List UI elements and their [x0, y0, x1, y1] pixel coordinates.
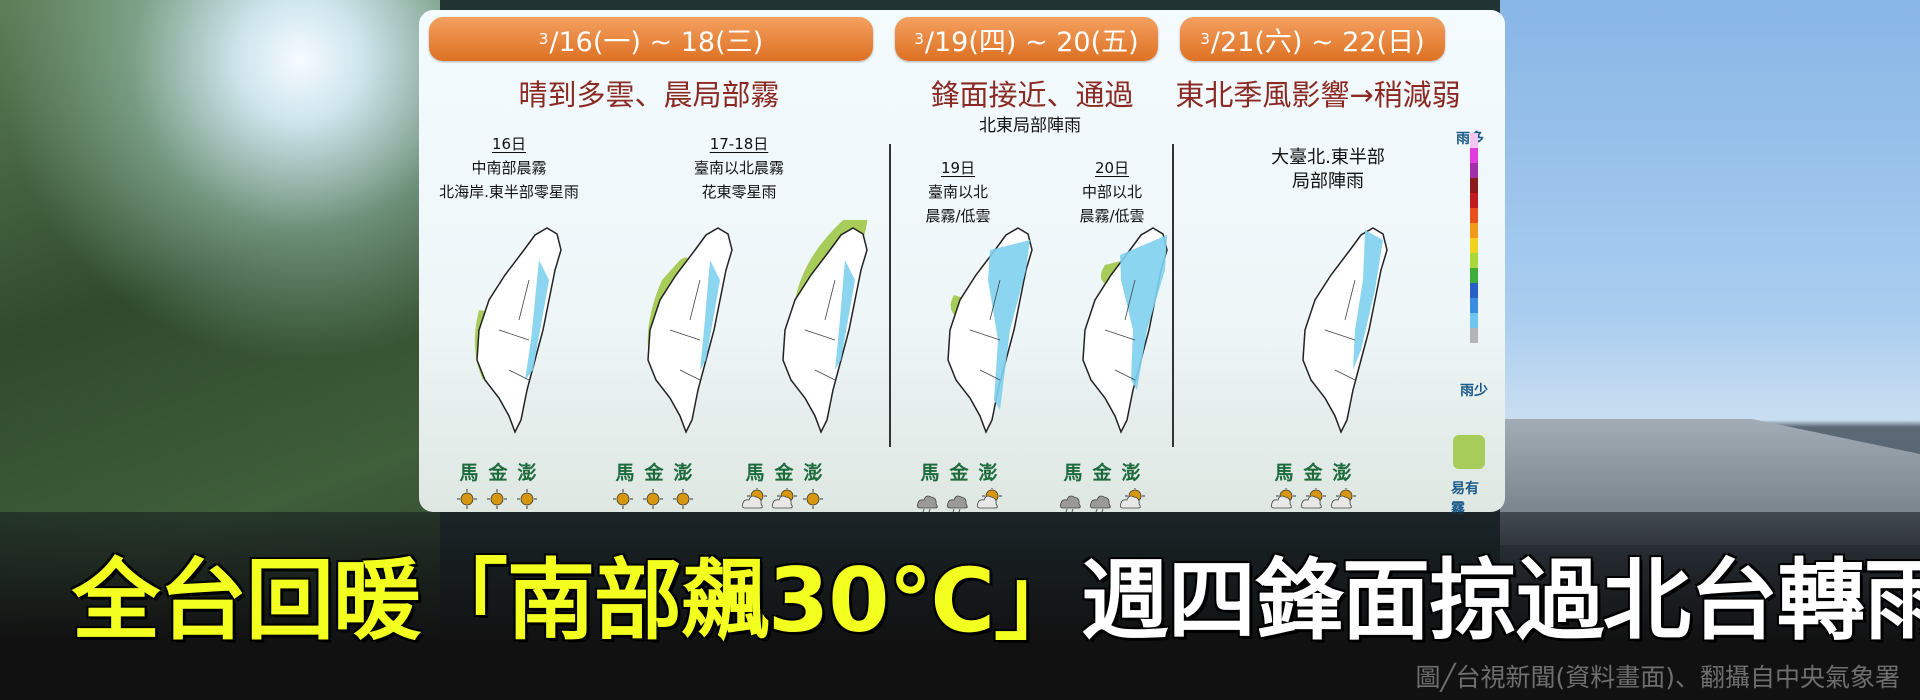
taiwan-map	[1290, 220, 1400, 440]
day-note-19: 19日臺南以北晨霧/低雲	[925, 156, 990, 228]
period-label: /16(一) ~ 18(三)	[549, 26, 764, 58]
islands-label: 馬金澎	[920, 462, 1008, 484]
taiwan-map	[1070, 220, 1180, 440]
taiwan-map	[464, 220, 574, 440]
legend-color-step	[1470, 328, 1478, 343]
islands-label: 馬金澎	[1063, 462, 1151, 484]
partly-cloudy-icon	[976, 486, 1002, 517]
sunny-icon	[515, 488, 541, 517]
sunny-icon	[485, 488, 511, 517]
partly-cloudy-icon	[1119, 486, 1145, 517]
column-divider	[889, 144, 891, 447]
islands-label: 馬金澎	[615, 462, 703, 484]
rain-legend-bar	[1470, 133, 1478, 343]
legend-color-step	[1470, 223, 1478, 238]
image-credit: 圖╱台視新聞(資料畫面)、翻攝自中央氣象署	[1415, 663, 1900, 692]
island-weather-icons	[1059, 486, 1145, 517]
sunny-icon	[611, 488, 637, 517]
partly-cloudy-icon	[1270, 486, 1296, 517]
rain-cloud-icon	[916, 488, 942, 517]
legend-color-step	[1470, 148, 1478, 163]
taiwan-map	[635, 220, 745, 440]
island-weather-icons	[741, 486, 827, 517]
legend-color-step	[1470, 178, 1478, 193]
headline: 全台回暖「南部飆30℃」週四鋒面掠過北台轉雨	[72, 530, 1920, 657]
day-label: 20日	[1094, 159, 1130, 177]
rain-cloud-icon	[1059, 488, 1085, 517]
legend-color-step	[1470, 208, 1478, 223]
note-line: 花東零星雨	[701, 183, 777, 201]
note-line: 臺南以北	[927, 183, 988, 201]
legend-color-step	[1470, 313, 1478, 328]
day-label: 17-18日	[709, 135, 769, 153]
partly-cloudy-icon	[1330, 486, 1356, 517]
island-weather-icons	[611, 488, 697, 517]
legend-color-step	[1470, 298, 1478, 313]
legend-color-step	[1470, 238, 1478, 253]
islands-label: 馬金澎	[745, 462, 833, 484]
period-summary-2: 鋒面接近、通過	[930, 78, 1134, 112]
note-line: 大臺北.東半部	[1271, 147, 1385, 168]
headline-rest: 週四鋒面掠過北台轉雨	[1081, 549, 1920, 652]
legend-color-step	[1470, 253, 1478, 268]
sunny-icon	[801, 488, 827, 517]
weather-forecast-panel: 3/16(一) ~ 18(三) 3/19(四) ~ 20(五) 3/21(六) …	[419, 10, 1505, 517]
region-note: 北東局部陣雨	[979, 116, 1081, 136]
legend-color-step	[1470, 133, 1478, 148]
column-divider	[1172, 144, 1174, 447]
legend-color-step	[1470, 283, 1478, 298]
partly-cloudy-icon	[741, 486, 767, 517]
month: 3	[538, 30, 549, 48]
headline-highlight: 全台回暖「南部飆30℃」	[72, 549, 1082, 652]
day-label: 16日	[491, 135, 527, 153]
taiwan-map	[935, 220, 1045, 440]
note-line: 晨霧/低雲	[1079, 207, 1145, 225]
day-note-20: 20日中部以北晨霧/低雲	[1079, 156, 1144, 228]
period-label: /21(六) ~ 22(日)	[1210, 26, 1425, 58]
period-summary-3: 東北季風影響→稍減弱	[1175, 78, 1461, 112]
legend-less-rain: 雨少	[1460, 383, 1488, 399]
day-note-21-22: 大臺北.東半部 局部陣雨	[1271, 146, 1385, 194]
note-line: 北海岸.東半部零星雨	[439, 183, 579, 201]
day-note-17-18: 17-18日 臺南以北晨霧 花東零星雨	[694, 132, 784, 204]
taiwan-map	[770, 208, 880, 440]
note-line: 晨霧/低雲	[925, 207, 991, 225]
sunny-icon	[455, 488, 481, 517]
period-header-2: 3/19(四) ~ 20(五)	[895, 17, 1158, 61]
rain-cloud-icon	[946, 488, 972, 517]
rain-cloud-icon	[1089, 488, 1115, 517]
islands-label: 馬金澎	[1274, 462, 1362, 484]
period-summary-1: 晴到多雲、晨局部霧	[518, 78, 780, 112]
partly-cloudy-icon	[771, 486, 797, 517]
period-header-3: 3/21(六) ~ 22(日)	[1180, 17, 1445, 61]
note-line: 局部陣雨	[1291, 171, 1364, 192]
legend-color-step	[1470, 193, 1478, 208]
day-label: 19日	[940, 159, 976, 177]
month: 3	[914, 30, 924, 48]
headline-banner	[0, 512, 1920, 700]
legend-color-step	[1470, 268, 1478, 283]
period-label: /19(四) ~ 20(五)	[924, 26, 1139, 58]
island-weather-icons	[1270, 486, 1356, 517]
island-weather-icons	[916, 486, 1002, 517]
partly-cloudy-icon	[1300, 486, 1326, 517]
day-note-16: 16日中南部晨霧北海岸.東半部零星雨	[439, 132, 579, 204]
note-line: 臺南以北晨霧	[693, 159, 785, 177]
fog-legend-swatch	[1453, 435, 1485, 469]
sunny-icon	[671, 488, 697, 517]
sunny-icon	[641, 488, 667, 517]
period-header-1: 3/16(一) ~ 18(三)	[429, 17, 873, 61]
island-weather-icons	[455, 488, 541, 517]
month: 3	[1200, 30, 1210, 48]
islands-label: 馬金澎	[459, 462, 547, 484]
note-line: 中南部晨霧	[471, 159, 547, 177]
note-line: 中部以北	[1081, 183, 1142, 201]
legend-color-step	[1470, 163, 1478, 178]
